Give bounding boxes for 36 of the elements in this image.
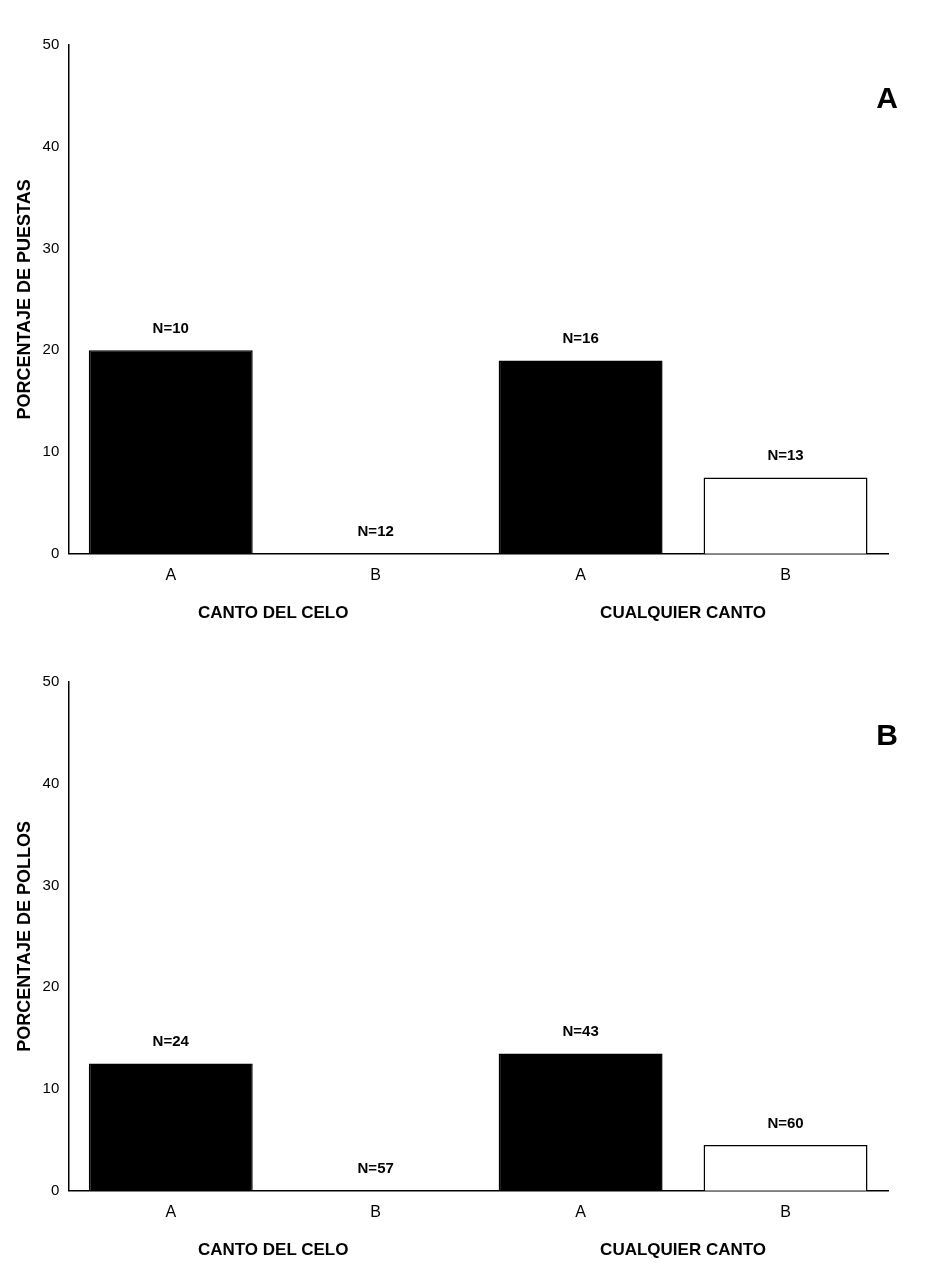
x-tick-label: A [575, 565, 587, 583]
y-tick-label: 10 [42, 1079, 60, 1097]
y-tick-label: 20 [42, 340, 60, 358]
y-tick-label: 0 [50, 1180, 60, 1198]
y-tick-label: 30 [42, 238, 60, 256]
annotation: N=24 [152, 1032, 190, 1050]
x-tick-label: B [780, 1202, 791, 1220]
y-tick-label: 10 [42, 442, 60, 460]
text: CUALQUIER CANTO [600, 603, 767, 623]
y-tick-label: 40 [42, 773, 60, 791]
text: A [876, 81, 898, 115]
y-tick-label: 50 [42, 672, 60, 690]
text: CANTO DEL CELO [197, 603, 349, 623]
annotation: N=13 [767, 446, 804, 464]
text: CUALQUIER CANTO [600, 1240, 767, 1260]
y-tick-label: 20 [42, 977, 60, 995]
annotation: N=16 [562, 329, 599, 347]
annotation: N=57 [357, 1159, 394, 1177]
text: CANTO DEL CELO [197, 1240, 349, 1260]
x-tick-label: A [575, 1202, 587, 1220]
annotation: N=12 [357, 522, 394, 540]
x-tick-label: A [165, 1202, 177, 1220]
annotation: N=60 [767, 1113, 804, 1131]
y-tick-label: 30 [42, 875, 60, 893]
x-tick-label: B [370, 565, 382, 583]
y-tick-label: 0 [50, 543, 60, 561]
y-axis-title: PORCENTAJE DE PUESTAS [13, 179, 34, 420]
y-axis-title: PORCENTAJE DE POLLOS [13, 821, 34, 1052]
annotation: N=10 [152, 318, 189, 336]
text: B [876, 718, 898, 752]
y-tick-label: 50 [42, 35, 60, 53]
annotation: N=43 [562, 1022, 599, 1040]
x-tick-label: B [780, 565, 791, 583]
x-tick-label: A [165, 565, 177, 583]
x-tick-label: B [370, 1202, 382, 1220]
y-tick-label: 40 [42, 136, 60, 154]
